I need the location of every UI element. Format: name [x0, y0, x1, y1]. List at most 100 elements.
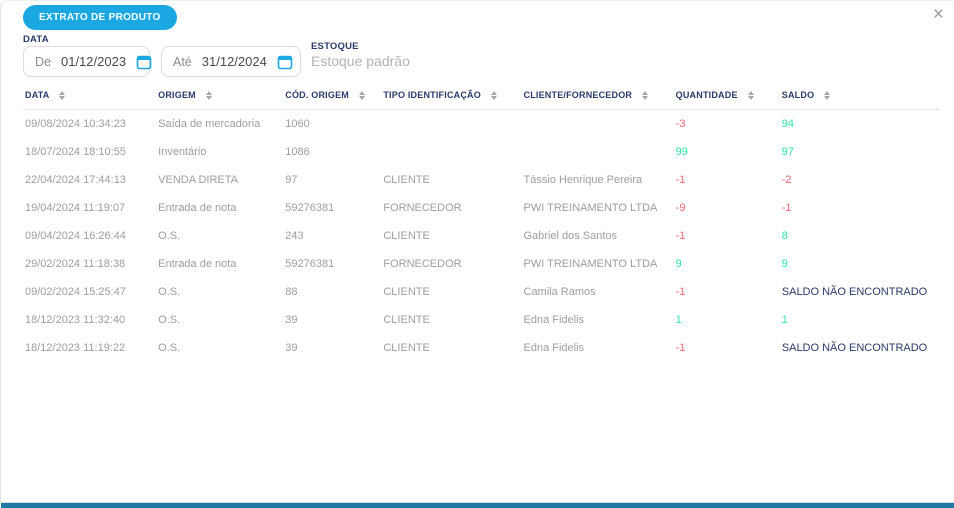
date-from-input[interactable]: De 01/12/2023 — [23, 46, 152, 77]
extract-table: DATA ORIGEM CÓD. ORIGEM TIPO IDENTIFICAÇ… — [23, 84, 940, 362]
cell-origin-code: 39 — [285, 342, 298, 354]
date-to-prefix: Até — [173, 54, 192, 69]
cell-origin-code: 1086 — [285, 146, 310, 158]
col-header-cod-origem[interactable]: CÓD. ORIGEM — [283, 84, 382, 110]
cell-origin: Entrada de nota — [158, 258, 237, 270]
cell-date: 09/04/2024 16:26:44 — [25, 230, 126, 242]
table-row[interactable]: 09/04/2024 16:26:44 O.S. 243 CLIENTE Gabriel… — [23, 222, 940, 250]
bottom-divider — [1, 502, 954, 503]
table-row[interactable]: 09/08/2024 10:34:23 Saída de mercadoria 10… — [23, 110, 940, 139]
cell-quantity: 9 — [675, 258, 682, 270]
sort-icon[interactable] — [747, 90, 754, 100]
sort-icon[interactable] — [59, 90, 66, 100]
cell-date: 09/08/2024 10:34:23 — [25, 118, 126, 130]
col-header-label: ORIGEM — [158, 90, 196, 100]
cell-date: 19/04/2024 11:19:07 — [25, 202, 126, 214]
cell-origin-code: 97 — [285, 174, 298, 186]
cell-origin: VENDA DIRETA — [158, 174, 239, 186]
cell-id-type: CLIENTE — [383, 342, 430, 354]
cell-origin-code: 59276381 — [285, 202, 335, 214]
cell-origin: O.S. — [158, 230, 181, 242]
cell-client: PWI TREINAMENTO LTDA — [523, 258, 658, 270]
close-icon[interactable]: × — [932, 4, 944, 25]
table-row[interactable]: 29/02/2024 11:18:38 Entrada de nota 592763… — [23, 250, 940, 278]
stock-filter-label: ESTOQUE — [311, 41, 359, 52]
cell-id-type: FORNECEDOR — [383, 202, 462, 214]
table-row[interactable]: 22/04/2024 17:44:13 VENDA DIRETA 97 CLIENTE… — [23, 166, 940, 194]
cell-saldo: 1 — [781, 314, 788, 326]
date-to-value: 31/12/2024 — [201, 54, 267, 69]
table-row[interactable]: 18/12/2023 11:32:40 O.S. 39 CLIENTE Edna Fid… — [23, 306, 940, 334]
col-header-origem[interactable]: ORIGEM — [156, 84, 284, 110]
bottom-accent-bar — [1, 503, 954, 508]
cell-client — [522, 110, 674, 139]
cell-date: 09/02/2024 15:25:47 — [25, 286, 126, 298]
cell-quantity: -1 — [675, 174, 686, 186]
cell-saldo: -2 — [781, 174, 792, 186]
table-row[interactable]: 19/04/2024 11:19:07 Entrada de nota 592763… — [23, 194, 940, 222]
cell-client: Tássio Henrique Pereira — [523, 174, 643, 186]
cell-origin-code: 39 — [285, 314, 298, 326]
col-header-tipo-identificacao[interactable]: TIPO IDENTIFICAÇÃO — [381, 84, 522, 110]
cell-origin: Entrada de nota — [158, 202, 237, 214]
cell-saldo: SALDO NÃO ENCONTRADO — [781, 286, 928, 298]
calendar-icon[interactable] — [136, 54, 152, 70]
cell-origin: Inventário — [158, 146, 207, 158]
cell-origin-code: 59276381 — [285, 258, 335, 270]
col-header-saldo[interactable]: SALDO — [779, 84, 940, 110]
cell-quantity: 99 — [675, 146, 688, 158]
sort-icon[interactable] — [358, 90, 365, 100]
cell-origin-code: 1060 — [285, 118, 310, 130]
cell-id-type: FORNECEDOR — [383, 258, 462, 270]
cell-quantity: -9 — [675, 202, 686, 214]
cell-origin: O.S. — [158, 286, 181, 298]
cell-client — [522, 138, 674, 166]
col-header-quantidade[interactable]: QUANTIDADE — [673, 84, 780, 110]
table-row[interactable]: 09/02/2024 15:25:47 O.S. 88 CLIENTE Camila R… — [23, 278, 940, 306]
col-header-label: TIPO IDENTIFICAÇÃO — [383, 90, 481, 100]
stock-select[interactable]: Estoque padrão — [311, 53, 410, 69]
col-header-cliente-fornecedor[interactable]: CLIENTE/FORNECEDOR — [521, 84, 674, 110]
cell-saldo: 9 — [781, 258, 788, 270]
sort-icon[interactable] — [205, 90, 212, 100]
cell-origin-code: 88 — [285, 286, 298, 298]
cell-id-type: CLIENTE — [383, 314, 430, 326]
col-header-label: CÓD. ORIGEM — [285, 90, 349, 100]
cell-origin: O.S. — [158, 342, 181, 354]
col-header-data[interactable]: DATA — [23, 84, 157, 110]
cell-id-type — [381, 138, 521, 166]
cell-date: 22/04/2024 17:44:13 — [25, 174, 126, 186]
cell-quantity: -3 — [675, 118, 686, 130]
cell-client: Edna Fidelis — [523, 314, 585, 326]
calendar-icon[interactable] — [277, 54, 293, 70]
cell-origin: Saída de mercadoria — [158, 118, 261, 130]
date-from-prefix: De — [35, 54, 51, 69]
cell-client: PWI TREINAMENTO LTDA — [523, 202, 658, 214]
col-header-label: SALDO — [781, 90, 815, 100]
cell-date: 18/07/2024 18:10:55 — [25, 146, 126, 158]
date-to-input[interactable]: Até 31/12/2024 — [161, 46, 301, 77]
table-header-row: DATA ORIGEM CÓD. ORIGEM TIPO IDENTIFICAÇ… — [23, 84, 940, 110]
cell-date: 18/12/2023 11:32:40 — [25, 314, 126, 326]
col-header-label: CLIENTE/FORNECEDOR — [523, 90, 633, 100]
cell-id-type — [381, 110, 521, 139]
table-body: 09/08/2024 10:34:23 Saída de mercadoria 10… — [23, 110, 940, 363]
cell-client: Camila Ramos — [523, 286, 596, 298]
sort-icon[interactable] — [490, 90, 497, 100]
sort-icon[interactable] — [642, 90, 649, 100]
col-header-label: QUANTIDADE — [675, 90, 738, 100]
sort-icon[interactable] — [824, 90, 831, 100]
col-header-label: DATA — [25, 90, 50, 100]
cell-id-type: CLIENTE — [383, 286, 430, 298]
cell-origin: O.S. — [158, 314, 181, 326]
cell-quantity: -1 — [675, 342, 686, 354]
cell-date: 18/12/2023 11:19:22 — [25, 342, 126, 354]
cell-saldo: -1 — [781, 202, 792, 214]
table-row[interactable]: 18/07/2024 18:10:55 Inventário 1086 99 97 — [23, 138, 940, 166]
cell-id-type: CLIENTE — [383, 174, 430, 186]
cell-date: 29/02/2024 11:18:38 — [25, 258, 126, 270]
table-row[interactable]: 18/12/2023 11:19:22 O.S. 39 CLIENTE Edna Fid… — [23, 334, 940, 362]
cell-quantity: 1 — [675, 314, 682, 326]
extract-product-button[interactable]: EXTRATO DE PRODUTO — [23, 5, 177, 30]
